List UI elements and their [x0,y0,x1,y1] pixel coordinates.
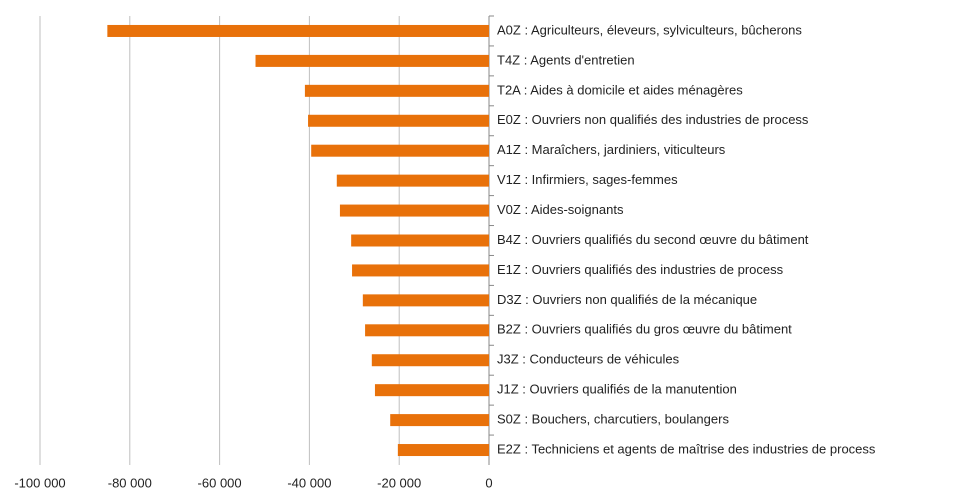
bar [374,384,489,397]
category-label: J3Z : Conducteurs de véhicules [497,352,680,367]
bar [397,444,489,457]
category-label: E0Z : Ouvriers non qualifiés des industr… [497,112,809,127]
bar [336,174,489,187]
bar [308,114,489,127]
x-tick-label: -100 000 [14,475,65,490]
bar [311,144,489,157]
bar [351,234,489,247]
x-tick-label: -20 000 [377,475,421,490]
bar [339,204,489,217]
category-label: V0Z : Aides-soignants [497,202,624,217]
category-label: E2Z : Techniciens et agents de maîtrise … [497,441,876,456]
bar [255,54,489,67]
category-label: J1Z : Ouvriers qualifiés de la manutenti… [497,382,737,397]
category-label: A1Z : Maraîchers, jardiniers, viticulteu… [497,142,726,157]
category-label: V1Z : Infirmiers, sages-femmes [497,172,678,187]
bar [352,264,489,277]
category-label: A0Z : Agriculteurs, éleveurs, sylviculte… [497,22,802,37]
bar [107,24,489,37]
category-label: S0Z : Bouchers, charcutiers, boulangers [497,412,729,427]
category-label: E1Z : Ouvriers qualifiés des industries … [497,262,784,277]
bar [365,324,489,337]
category-label: T2A : Aides à domicile et aides ménagère… [497,82,743,97]
category-label: B2Z : Ouvriers qualifiés du gros œuvre d… [497,322,792,337]
bar [371,354,489,367]
bar [304,84,489,97]
x-tick-label: -80 000 [108,475,152,490]
x-tick-label: -40 000 [287,475,331,490]
x-tick-label: -60 000 [198,475,242,490]
x-tick-label: 0 [485,475,492,490]
category-label: D3Z : Ouvriers non qualifiés de la mécan… [497,292,757,307]
category-label: B4Z : Ouvriers qualifiés du second œuvre… [497,232,809,247]
category-label: T4Z : Agents d'entretien [497,52,635,67]
bar [390,414,489,427]
bar [362,294,489,307]
